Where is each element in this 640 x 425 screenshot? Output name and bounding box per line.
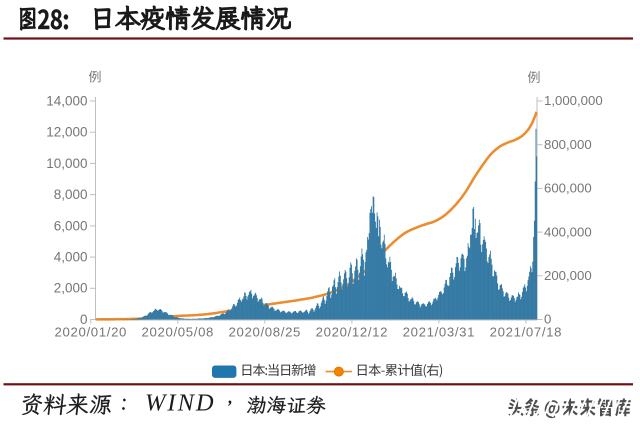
svg-text:0: 0 bbox=[80, 312, 88, 327]
svg-text:6,000: 6,000 bbox=[54, 218, 88, 233]
svg-text:10,000: 10,000 bbox=[46, 156, 87, 171]
svg-text:2021/03/31: 2021/03/31 bbox=[403, 325, 476, 340]
svg-text:400,000: 400,000 bbox=[544, 224, 592, 239]
svg-text:WIND: WIND bbox=[145, 390, 216, 417]
svg-text:14,000: 14,000 bbox=[46, 93, 87, 108]
svg-text:2020/05/08: 2020/05/08 bbox=[142, 325, 215, 340]
svg-text:800,000: 800,000 bbox=[544, 137, 592, 152]
svg-text:200,000: 200,000 bbox=[544, 268, 592, 283]
svg-text:4,000: 4,000 bbox=[54, 250, 88, 265]
svg-text:1,000,000: 1,000,000 bbox=[544, 93, 603, 108]
svg-text:12,000: 12,000 bbox=[46, 125, 87, 140]
svg-text:2021/07/18: 2021/07/18 bbox=[490, 325, 563, 340]
svg-text:600,000: 600,000 bbox=[544, 181, 592, 196]
svg-text:2020/08/25: 2020/08/25 bbox=[229, 325, 302, 340]
svg-text:0: 0 bbox=[544, 312, 551, 327]
svg-text:8,000: 8,000 bbox=[54, 187, 88, 202]
svg-text:2020/12/12: 2020/12/12 bbox=[316, 325, 389, 340]
svg-text:2020/01/20: 2020/01/20 bbox=[55, 325, 128, 340]
svg-text:2,000: 2,000 bbox=[54, 281, 88, 296]
